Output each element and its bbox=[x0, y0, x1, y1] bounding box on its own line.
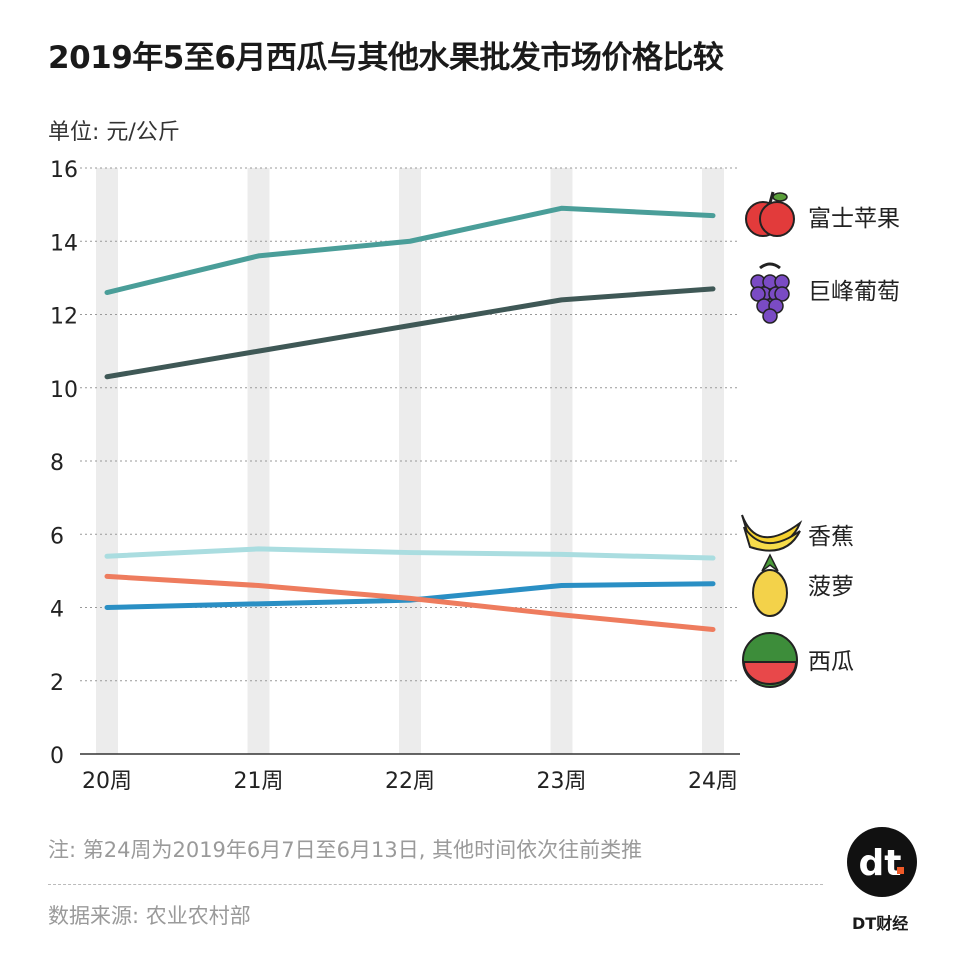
y-tick-label: 4 bbox=[50, 598, 64, 623]
grapes-icon bbox=[750, 262, 790, 324]
watermelon-icon bbox=[742, 632, 798, 688]
y-tick-label: 8 bbox=[50, 451, 64, 476]
week-band bbox=[247, 168, 270, 754]
dt-logo-icon: dt bbox=[847, 827, 917, 897]
grape bbox=[774, 286, 790, 302]
grape bbox=[750, 286, 766, 302]
x-tick-label: 21周 bbox=[234, 769, 284, 794]
y-axis-unit-label: 单位: 元/公斤 bbox=[48, 120, 180, 145]
data-source: 数据来源: 农业农村部 bbox=[48, 904, 251, 928]
logo-text: DT财经 bbox=[852, 914, 909, 933]
watermelon-slice bbox=[742, 661, 798, 685]
svg-text:dt: dt bbox=[859, 843, 902, 884]
apple-leaf bbox=[772, 192, 788, 202]
pineapple-icon bbox=[752, 553, 788, 617]
x-tick-label: 20周 bbox=[82, 769, 132, 794]
pineapple-leaves bbox=[761, 553, 779, 572]
x-tick-label: 22周 bbox=[385, 769, 435, 794]
y-tick-label: 12 bbox=[50, 305, 78, 330]
pineapple-body bbox=[752, 569, 788, 617]
grape-stem bbox=[759, 262, 781, 270]
banana-icon bbox=[741, 514, 803, 552]
banana bbox=[743, 526, 801, 552]
x-tick-label: 23周 bbox=[537, 769, 587, 794]
x-tick-label: 24周 bbox=[688, 769, 738, 794]
legend-label-0: 富士苹果 bbox=[808, 206, 900, 232]
y-tick-label: 16 bbox=[50, 158, 78, 183]
y-tick-label: 14 bbox=[50, 231, 78, 256]
legend-label-2: 香蕉 bbox=[808, 524, 854, 550]
apple-icon bbox=[745, 191, 795, 237]
footer-divider bbox=[48, 884, 823, 885]
legend-label-3: 菠萝 bbox=[808, 574, 854, 600]
week-band bbox=[702, 168, 724, 754]
footnote: 注: 第24周为2019年6月7日至6月13日, 其他时间依次往前类推 bbox=[48, 838, 643, 862]
legend-label-1: 巨峰葡萄 bbox=[808, 279, 900, 305]
apple-stem bbox=[768, 191, 775, 204]
y-tick-label: 10 bbox=[50, 378, 78, 403]
legend-label-4: 西瓜 bbox=[808, 649, 854, 675]
y-tick-label: 6 bbox=[50, 524, 64, 549]
apple-body bbox=[759, 201, 795, 237]
grape bbox=[762, 308, 778, 324]
y-tick-label: 2 bbox=[50, 671, 64, 696]
y-tick-label: 0 bbox=[50, 744, 64, 769]
chart-title: 2019年5至6月西瓜与其他水果批发市场价格比较 bbox=[48, 40, 724, 76]
